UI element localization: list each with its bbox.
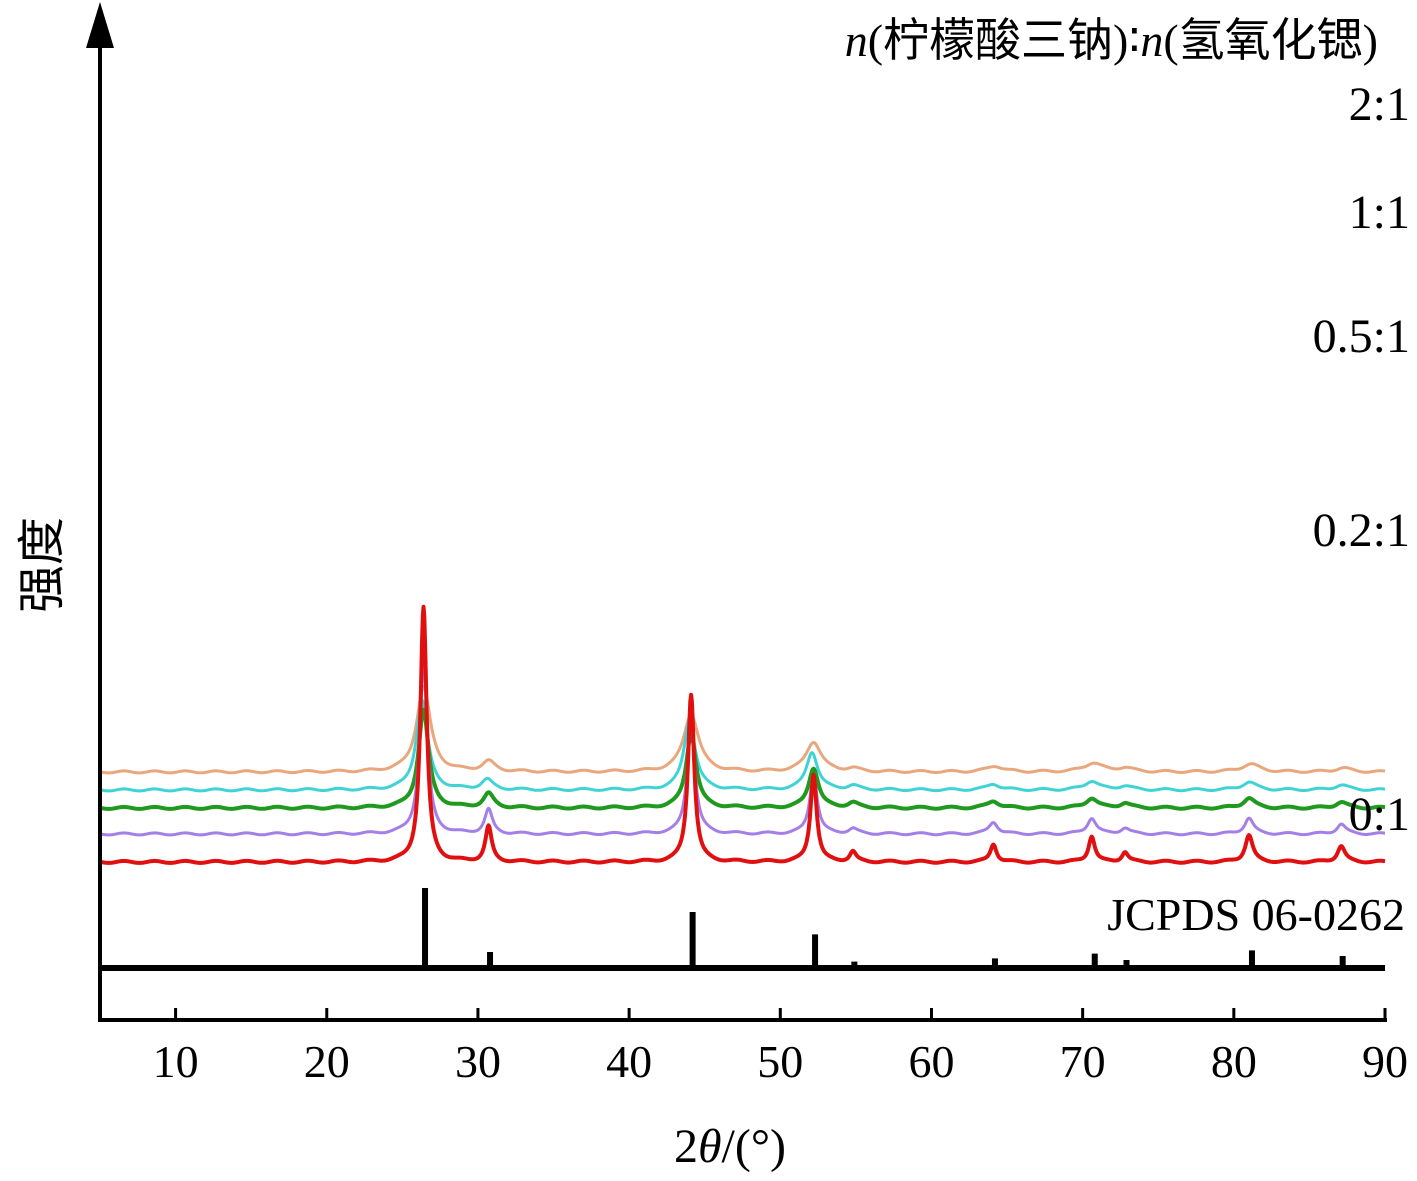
x-axis-title-suffix: /(°) bbox=[722, 1120, 787, 1173]
legend-title-part1: (柠檬酸三钠) bbox=[868, 15, 1129, 66]
x-tick-label: 30 bbox=[455, 1036, 501, 1087]
x-tick-label: 20 bbox=[304, 1036, 350, 1087]
x-axis-title-prefix: 2 bbox=[674, 1120, 698, 1173]
series-label-0-5-1: 0.5:1 bbox=[1313, 310, 1410, 363]
x-axis-title: 2θ/(°) bbox=[674, 1120, 786, 1173]
x-tick-label: 50 bbox=[757, 1036, 803, 1087]
x-tick-label: 40 bbox=[606, 1036, 652, 1087]
x-tick-label: 10 bbox=[153, 1036, 199, 1087]
series-line-1-1 bbox=[99, 698, 1386, 793]
series-group: 2:1 1:1 0.5:1 0.2:1 0:1 bbox=[98, 78, 1410, 865]
y-axis-title: 强度 bbox=[16, 517, 69, 613]
x-ticks: 10 20 30 40 50 60 70 80 90 bbox=[153, 1008, 1408, 1087]
y-axis-arrow bbox=[86, 2, 114, 48]
x-tick-label: 70 bbox=[1060, 1036, 1106, 1087]
series-label-2-1: 2:1 bbox=[1349, 78, 1410, 131]
reference-label: JCPDS 06-0262 bbox=[1107, 889, 1405, 940]
x-axis-title-theta: θ bbox=[698, 1120, 722, 1173]
series-line-2-1 bbox=[99, 685, 1386, 775]
reference-group: JCPDS 06-0262 bbox=[100, 888, 1405, 971]
x-tick-label: 60 bbox=[908, 1036, 954, 1087]
series-line-0-5-1 bbox=[98, 707, 1387, 811]
x-tick-label: 90 bbox=[1362, 1036, 1408, 1087]
legend-title: n(柠檬酸三钠)∶n(氢氧化锶) bbox=[845, 15, 1378, 66]
legend-title-part2: (氢氧化锶) bbox=[1163, 15, 1378, 66]
legend-title-n2: n bbox=[1140, 15, 1163, 66]
legend-title-sep: ∶ bbox=[1128, 15, 1140, 66]
series-label-1-1: 1:1 bbox=[1349, 186, 1410, 239]
x-tick-label: 80 bbox=[1211, 1036, 1257, 1087]
series-line-0-2-1 bbox=[99, 660, 1386, 837]
series-label-0-1: 0:1 bbox=[1349, 788, 1410, 841]
series-label-0-2-1: 0.2:1 bbox=[1313, 504, 1410, 557]
legend-title-n1: n bbox=[845, 15, 868, 66]
series-line-0-1 bbox=[98, 604, 1387, 865]
